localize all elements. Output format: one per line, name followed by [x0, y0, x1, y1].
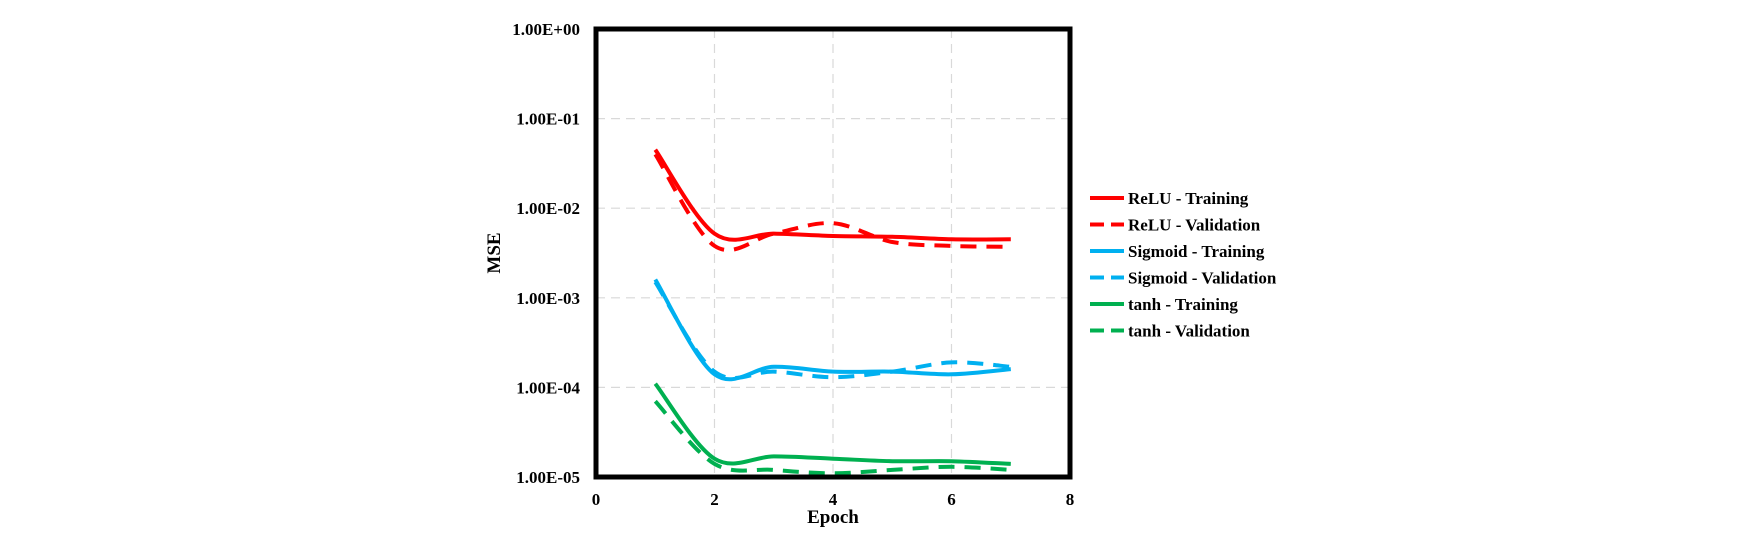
legend-label: tanh - Training [1128, 295, 1238, 314]
y-tick-label: 1.00E-04 [516, 378, 580, 397]
series-line-sigmoid-training [653, 278, 1011, 382]
y-tick-label: 1.00E+00 [512, 20, 580, 39]
tick-labels: 0 2 4 6 8 1.00E+00 1.00E-01 1.00E-02 1.00E-03 1.0… [512, 20, 1074, 509]
legend-label: ReLU - Training [1128, 189, 1249, 208]
grid [596, 29, 1070, 477]
series-line-relu-training [653, 148, 1011, 242]
legend: ReLU - Training ReLU - Validation Sigmoid … [1090, 189, 1277, 341]
y-axis-title: MSE [484, 232, 505, 273]
y-tick-label: 1.00E-03 [516, 289, 580, 308]
series-line-sigmoid-validation [653, 280, 1011, 381]
x-axis-title: Epoch [807, 507, 859, 528]
legend-label: ReLU - Validation [1128, 216, 1261, 235]
x-tick-label: 0 [592, 490, 601, 509]
legend-label: tanh - Validation [1128, 322, 1250, 341]
plot-frame [593, 26, 1073, 480]
x-tick-label: 6 [947, 490, 956, 509]
y-tick-label: 1.00E-05 [516, 468, 580, 487]
x-tick-label: 4 [829, 490, 838, 509]
y-tick-label: 1.00E-01 [516, 110, 580, 129]
y-tick-label: 1.00E-02 [516, 199, 580, 218]
x-tick-label: 2 [710, 490, 719, 509]
legend-label: Sigmoid - Validation [1128, 269, 1277, 288]
series-lines [653, 148, 1011, 476]
series-line-tanh-validation [653, 399, 1011, 476]
legend-label: Sigmoid - Training [1128, 242, 1265, 261]
series-line-tanh-training [653, 382, 1011, 466]
x-tick-label: 8 [1066, 490, 1075, 509]
